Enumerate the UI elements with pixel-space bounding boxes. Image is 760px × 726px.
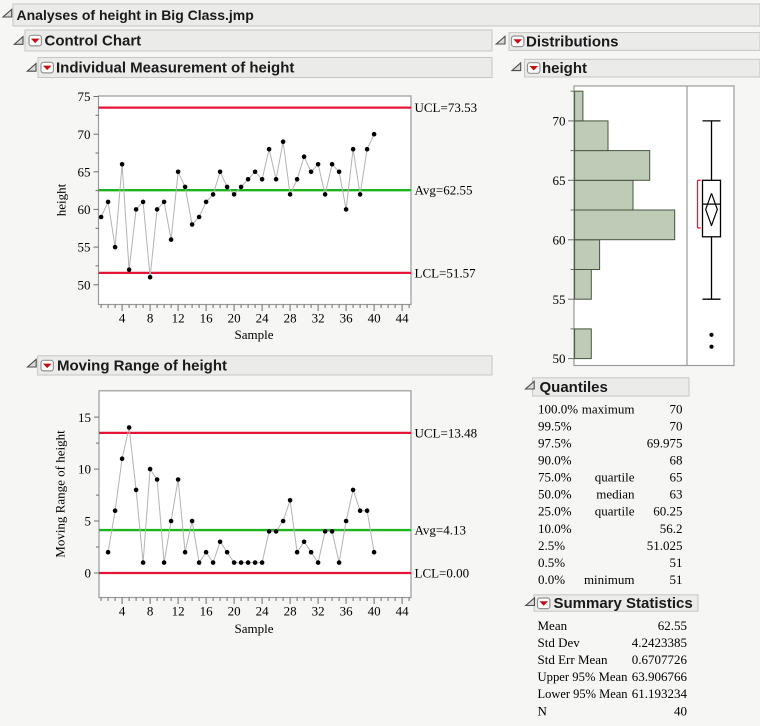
svg-text:Control Chart: Control Chart bbox=[45, 33, 142, 50]
svg-text:Sample: Sample bbox=[235, 621, 274, 636]
svg-text:36: 36 bbox=[340, 311, 354, 326]
svg-text:10: 10 bbox=[78, 462, 91, 477]
svg-text:50: 50 bbox=[553, 351, 566, 366]
svg-text:56.2: 56.2 bbox=[660, 521, 683, 536]
svg-text:50.0%: 50.0% bbox=[538, 487, 572, 502]
svg-text:62.55: 62.55 bbox=[658, 618, 687, 633]
svg-text:Avg=4.13: Avg=4.13 bbox=[415, 523, 467, 538]
svg-text:63: 63 bbox=[670, 487, 683, 502]
svg-text:minimum: minimum bbox=[584, 572, 635, 587]
svg-text:36: 36 bbox=[340, 604, 354, 619]
svg-text:Analyses of height in Big Clas: Analyses of height in Big Class.jmp bbox=[17, 7, 254, 23]
svg-text:8: 8 bbox=[147, 604, 154, 619]
svg-text:maximum: maximum bbox=[582, 401, 635, 416]
svg-text:quartile: quartile bbox=[595, 504, 635, 519]
svg-text:51: 51 bbox=[670, 555, 683, 570]
svg-text:height: height bbox=[542, 60, 587, 77]
svg-text:24: 24 bbox=[256, 604, 270, 619]
svg-text:LCL=0.00: LCL=0.00 bbox=[415, 565, 470, 580]
svg-text:15: 15 bbox=[78, 410, 91, 425]
svg-text:quartile: quartile bbox=[595, 470, 635, 485]
svg-text:Avg=62.55: Avg=62.55 bbox=[415, 183, 473, 198]
svg-text:12: 12 bbox=[172, 604, 185, 619]
svg-text:10.0%: 10.0% bbox=[538, 521, 572, 536]
svg-text:44: 44 bbox=[396, 311, 410, 326]
svg-text:Upper 95% Mean: Upper 95% Mean bbox=[538, 669, 628, 684]
svg-text:2.5%: 2.5% bbox=[538, 538, 565, 553]
svg-text:51.025: 51.025 bbox=[647, 538, 683, 553]
svg-text:70: 70 bbox=[78, 127, 91, 142]
svg-text:N: N bbox=[538, 703, 548, 718]
svg-text:70: 70 bbox=[553, 114, 566, 129]
svg-text:0.0%: 0.0% bbox=[538, 572, 565, 587]
svg-text:51: 51 bbox=[670, 572, 683, 587]
svg-text:65: 65 bbox=[670, 470, 683, 485]
svg-text:40: 40 bbox=[674, 703, 687, 718]
svg-text:99.5%: 99.5% bbox=[538, 418, 572, 433]
svg-text:LCL=51.57: LCL=51.57 bbox=[415, 265, 477, 280]
svg-text:32: 32 bbox=[312, 604, 325, 619]
svg-text:20: 20 bbox=[228, 604, 241, 619]
svg-text:Std Dev: Std Dev bbox=[538, 635, 581, 650]
svg-text:61.193234: 61.193234 bbox=[632, 686, 688, 701]
svg-text:0.6707726: 0.6707726 bbox=[632, 652, 688, 667]
svg-text:Sample: Sample bbox=[235, 327, 274, 342]
svg-text:Distributions: Distributions bbox=[526, 34, 619, 51]
svg-text:20: 20 bbox=[228, 311, 241, 326]
svg-text:Std Err Mean: Std Err Mean bbox=[538, 652, 609, 667]
svg-text:28: 28 bbox=[284, 604, 297, 619]
svg-text:5: 5 bbox=[85, 514, 92, 529]
svg-text:Individual Measurement of heig: Individual Measurement of height bbox=[56, 60, 294, 77]
svg-text:4: 4 bbox=[119, 311, 126, 326]
svg-text:75.0%: 75.0% bbox=[538, 470, 572, 485]
svg-text:100.0%: 100.0% bbox=[538, 401, 578, 416]
svg-text:65: 65 bbox=[553, 173, 566, 188]
svg-text:75: 75 bbox=[78, 89, 91, 104]
svg-text:28: 28 bbox=[284, 311, 297, 326]
svg-text:4.2423385: 4.2423385 bbox=[632, 635, 687, 650]
svg-text:Summary Statistics: Summary Statistics bbox=[554, 595, 693, 612]
svg-text:4: 4 bbox=[119, 604, 126, 619]
svg-text:60: 60 bbox=[553, 232, 566, 247]
svg-text:16: 16 bbox=[200, 604, 214, 619]
svg-text:Mean: Mean bbox=[538, 618, 568, 633]
svg-text:97.5%: 97.5% bbox=[538, 436, 572, 451]
svg-text:Moving Range of height: Moving Range of height bbox=[53, 430, 68, 558]
svg-text:25.0%: 25.0% bbox=[538, 504, 572, 519]
svg-text:63.906766: 63.906766 bbox=[632, 669, 688, 684]
svg-text:8: 8 bbox=[147, 311, 154, 326]
svg-text:69.975: 69.975 bbox=[647, 436, 683, 451]
svg-text:12: 12 bbox=[172, 311, 185, 326]
svg-text:50: 50 bbox=[78, 277, 91, 292]
svg-text:16: 16 bbox=[200, 311, 214, 326]
svg-text:60: 60 bbox=[78, 202, 91, 217]
svg-text:55: 55 bbox=[553, 292, 566, 307]
svg-text:height: height bbox=[54, 183, 69, 216]
svg-text:40: 40 bbox=[368, 311, 381, 326]
svg-text:Lower 95% Mean: Lower 95% Mean bbox=[538, 686, 628, 701]
svg-text:68: 68 bbox=[670, 453, 683, 468]
svg-text:UCL=73.53: UCL=73.53 bbox=[415, 100, 478, 115]
svg-text:0: 0 bbox=[85, 566, 92, 581]
svg-text:32: 32 bbox=[312, 311, 325, 326]
svg-text:55: 55 bbox=[78, 240, 91, 255]
svg-text:UCL=13.48: UCL=13.48 bbox=[415, 425, 478, 440]
svg-text:40: 40 bbox=[368, 604, 381, 619]
svg-text:Moving Range of height: Moving Range of height bbox=[57, 357, 227, 374]
svg-text:0.5%: 0.5% bbox=[538, 555, 565, 570]
svg-text:median: median bbox=[596, 487, 635, 502]
svg-text:70: 70 bbox=[670, 401, 683, 416]
svg-text:24: 24 bbox=[256, 311, 270, 326]
svg-text:65: 65 bbox=[78, 164, 91, 179]
svg-text:70: 70 bbox=[670, 418, 683, 433]
svg-text:60.25: 60.25 bbox=[653, 504, 682, 519]
svg-text:Quantiles: Quantiles bbox=[540, 379, 608, 396]
svg-text:44: 44 bbox=[396, 604, 410, 619]
svg-text:90.0%: 90.0% bbox=[538, 453, 572, 468]
